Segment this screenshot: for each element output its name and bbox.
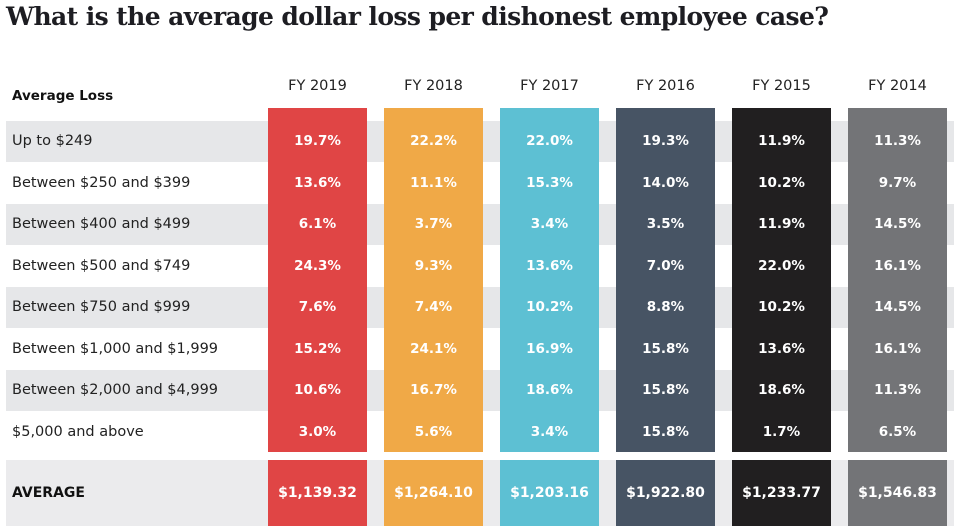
average-value-cell: $1,264.10 [394, 485, 473, 501]
value-cell: 15.8% [642, 340, 689, 357]
average-value-cell: $1,233.77 [742, 485, 821, 501]
value-cell: 14.5% [874, 299, 921, 315]
column-block [616, 108, 715, 452]
average-block [616, 460, 715, 526]
value-cell: 7.6% [298, 299, 337, 315]
chart-title: What is the average dollar loss per dish… [6, 2, 829, 31]
row-label: Between $750 and $999 [12, 299, 191, 315]
average-block [732, 460, 831, 526]
value-cell: 11.3% [874, 133, 921, 149]
column-header: FY 2015 [752, 78, 811, 94]
row-label: Between $250 and $399 [12, 174, 191, 191]
column-block [384, 108, 483, 452]
row-label: Between $400 and $499 [12, 216, 191, 232]
value-cell: 22.2% [410, 133, 457, 149]
average-value-cell: $1,203.16 [510, 485, 589, 501]
column-block [500, 108, 599, 452]
value-cell: 19.7% [294, 133, 341, 149]
value-cell: 24.3% [294, 257, 341, 274]
value-cell: 15.2% [294, 340, 341, 357]
value-cell: 6.1% [298, 216, 337, 232]
column-header: FY 2016 [636, 78, 695, 94]
value-cell: 19.3% [642, 133, 689, 149]
value-cell: 10.2% [526, 299, 573, 315]
value-cell: 14.5% [874, 216, 921, 232]
value-cell: 18.6% [758, 382, 805, 398]
average-block [848, 460, 947, 526]
value-cell: 3.0% [298, 423, 337, 440]
value-cell: 22.0% [526, 133, 573, 149]
row-header-label: Average Loss [12, 88, 114, 104]
value-cell: 13.6% [294, 174, 341, 191]
column-block [268, 108, 367, 452]
value-cell: 9.7% [878, 174, 917, 191]
value-cell: 9.3% [414, 257, 453, 274]
value-cell: 11.9% [758, 133, 805, 149]
value-cell: 10.2% [758, 174, 805, 191]
value-cell: 13.6% [526, 257, 573, 274]
value-cell: 15.3% [526, 174, 573, 191]
value-cell: 10.2% [758, 299, 805, 315]
value-cell: 22.0% [758, 257, 805, 274]
row-label: Between $1,000 and $1,999 [12, 340, 219, 357]
value-cell: 16.9% [526, 340, 573, 357]
row-label: Between $500 and $749 [12, 257, 191, 274]
value-cell: 15.8% [642, 423, 689, 440]
column-header: FY 2018 [404, 78, 463, 94]
value-cell: 3.4% [530, 423, 569, 440]
value-cell: 5.6% [414, 423, 453, 440]
value-cell: 10.6% [294, 382, 341, 398]
row-label: Up to $249 [12, 133, 93, 149]
value-cell: 16.7% [410, 382, 457, 398]
value-cell: 15.8% [642, 382, 689, 398]
average-block [268, 460, 367, 526]
value-cell: 13.6% [758, 340, 805, 357]
value-cell: 7.0% [646, 257, 685, 274]
value-cell: 16.1% [874, 257, 921, 274]
value-cell: 16.1% [874, 340, 921, 357]
value-cell: 8.8% [646, 299, 685, 315]
column-block [732, 108, 831, 452]
row-label: $5,000 and above [12, 423, 144, 440]
value-cell: 18.6% [526, 382, 573, 398]
average-block [500, 460, 599, 526]
average-value-cell: $1,922.80 [626, 485, 705, 501]
value-cell: 14.0% [642, 174, 689, 191]
value-cell: 3.7% [414, 216, 453, 232]
row-label: Between $2,000 and $4,999 [12, 382, 219, 398]
average-value-cell: $1,139.32 [278, 485, 357, 501]
value-cell: 3.5% [646, 216, 685, 232]
average-label: AVERAGE [12, 485, 85, 501]
column-header: FY 2017 [520, 78, 579, 94]
value-cell: 6.5% [878, 423, 917, 440]
value-cell: 1.7% [762, 423, 801, 440]
column-header: FY 2014 [868, 78, 927, 94]
value-cell: 11.9% [758, 216, 805, 232]
value-cell: 3.4% [530, 216, 569, 232]
column-block [848, 108, 947, 452]
value-cell: 11.1% [410, 174, 457, 191]
average-block [384, 460, 483, 526]
value-cell: 24.1% [410, 340, 457, 357]
value-cell: 11.3% [874, 382, 921, 398]
average-value-cell: $1,546.83 [858, 485, 937, 501]
value-cell: 7.4% [414, 299, 453, 315]
column-header: FY 2019 [288, 78, 347, 94]
